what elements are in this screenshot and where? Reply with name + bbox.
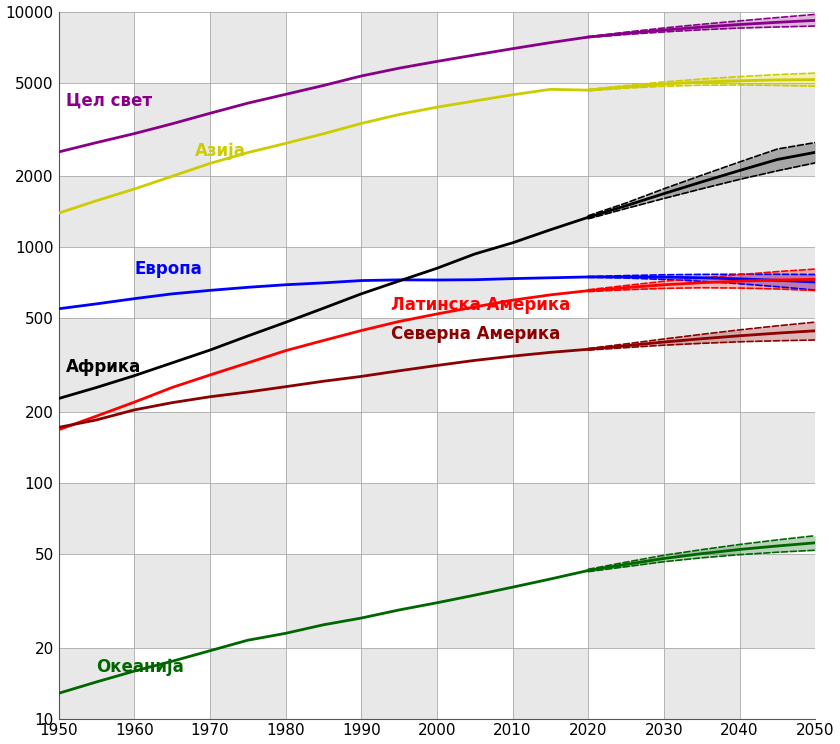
Bar	[588, 247, 664, 318]
Bar	[588, 647, 664, 719]
Bar	[512, 318, 588, 412]
Bar	[739, 483, 815, 554]
Bar	[512, 83, 588, 176]
Text: Океанија: Океанија	[97, 658, 184, 676]
Bar	[286, 647, 361, 719]
Bar	[437, 318, 512, 412]
Bar	[437, 83, 512, 176]
Bar	[437, 176, 512, 247]
Bar	[134, 318, 210, 412]
Bar	[437, 247, 512, 318]
Bar	[588, 483, 664, 554]
Bar	[512, 647, 588, 719]
Bar	[210, 12, 286, 83]
Bar	[59, 176, 134, 247]
Text: Азија: Азија	[195, 142, 245, 161]
Bar	[210, 247, 286, 318]
Bar	[210, 647, 286, 719]
Bar	[664, 176, 739, 247]
Bar	[286, 176, 361, 247]
Bar	[210, 318, 286, 412]
Bar	[512, 247, 588, 318]
Bar	[286, 554, 361, 647]
Bar	[664, 83, 739, 176]
Bar	[739, 176, 815, 247]
Bar	[437, 647, 512, 719]
Bar	[588, 83, 664, 176]
Bar	[512, 554, 588, 647]
Bar	[361, 12, 437, 83]
Bar	[210, 83, 286, 176]
Bar	[512, 12, 588, 83]
Bar	[134, 647, 210, 719]
Text: Латинска Америка: Латинска Америка	[391, 296, 570, 314]
Bar	[59, 412, 134, 483]
Bar	[134, 247, 210, 318]
Bar	[361, 176, 437, 247]
Bar	[210, 412, 286, 483]
Bar	[739, 247, 815, 318]
Bar	[512, 483, 588, 554]
Bar	[664, 247, 739, 318]
Bar	[739, 554, 815, 647]
Bar	[59, 647, 134, 719]
Bar	[739, 83, 815, 176]
Bar	[437, 412, 512, 483]
Bar	[664, 647, 739, 719]
Bar	[437, 483, 512, 554]
Bar	[134, 176, 210, 247]
Bar	[361, 554, 437, 647]
Bar	[286, 318, 361, 412]
Bar	[286, 412, 361, 483]
Bar	[361, 647, 437, 719]
Bar	[59, 483, 134, 554]
Bar	[512, 176, 588, 247]
Bar	[59, 318, 134, 412]
Bar	[361, 318, 437, 412]
Bar	[664, 483, 739, 554]
Bar	[739, 412, 815, 483]
Bar	[361, 412, 437, 483]
Bar	[361, 247, 437, 318]
Bar	[664, 412, 739, 483]
Bar	[134, 554, 210, 647]
Bar	[588, 412, 664, 483]
Bar	[664, 554, 739, 647]
Bar	[59, 247, 134, 318]
Bar	[588, 318, 664, 412]
Bar	[59, 12, 134, 83]
Bar	[739, 12, 815, 83]
Text: Цел свет: Цел свет	[66, 92, 152, 109]
Text: Северна Америка: Северна Америка	[391, 324, 561, 343]
Bar	[512, 412, 588, 483]
Bar	[286, 483, 361, 554]
Bar	[286, 12, 361, 83]
Bar	[437, 554, 512, 647]
Bar	[210, 554, 286, 647]
Bar	[361, 483, 437, 554]
Bar	[664, 12, 739, 83]
Bar	[437, 12, 512, 83]
Text: Африка: Африка	[66, 358, 141, 376]
Bar	[134, 483, 210, 554]
Bar	[664, 318, 739, 412]
Bar	[588, 176, 664, 247]
Bar	[286, 83, 361, 176]
Bar	[286, 247, 361, 318]
Bar	[739, 318, 815, 412]
Bar	[134, 12, 210, 83]
Bar	[361, 83, 437, 176]
Bar	[588, 12, 664, 83]
Bar	[588, 554, 664, 647]
Bar	[134, 412, 210, 483]
Text: Европа: Европа	[134, 260, 202, 278]
Bar	[210, 483, 286, 554]
Bar	[739, 647, 815, 719]
Bar	[134, 83, 210, 176]
Bar	[59, 83, 134, 176]
Bar	[59, 554, 134, 647]
Bar	[210, 176, 286, 247]
